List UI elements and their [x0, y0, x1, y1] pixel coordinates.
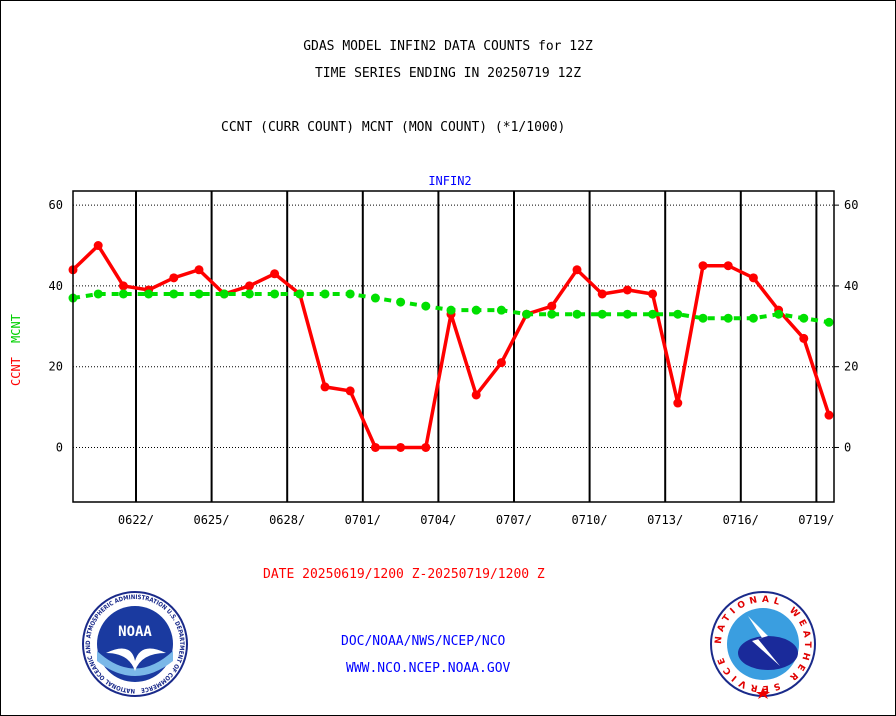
nws-logo: NATIONAL WEATHER SERVICE	[710, 591, 816, 699]
data-point-ccnt	[597, 289, 607, 299]
data-point-ccnt	[396, 442, 406, 452]
data-point-mcnt	[219, 289, 229, 299]
data-point-mcnt	[169, 289, 179, 299]
data-point-mcnt	[622, 309, 632, 319]
data-point-ccnt	[320, 382, 330, 392]
data-point-ccnt	[622, 285, 632, 295]
data-point-mcnt	[698, 313, 708, 323]
data-point-ccnt	[93, 241, 103, 251]
data-point-mcnt	[244, 289, 254, 299]
data-point-mcnt	[774, 309, 784, 319]
time-series-chart: INFIN2 CCNT MCNT 0 0 20 20 40 40 60 60 0622/0625…	[9, 174, 858, 527]
data-point-ccnt	[471, 390, 481, 400]
data-point-mcnt	[295, 289, 305, 299]
chart-title: GDAS MODEL INFIN2 DATA COUNTS for 12Z	[303, 39, 593, 54]
data-point-mcnt	[93, 289, 103, 299]
data-point-ccnt	[270, 269, 280, 279]
data-point-ccnt	[118, 281, 128, 291]
x-tick-label: 0707/	[496, 513, 532, 527]
data-point-mcnt	[396, 297, 406, 307]
data-point-mcnt	[118, 289, 128, 299]
data-point-mcnt	[320, 289, 330, 299]
y-label-ccnt: CCNT	[9, 357, 23, 386]
y-label-mcnt: MCNT	[9, 314, 23, 343]
y-tick-label-right: 40	[844, 279, 858, 293]
legend-description: CCNT (CURR COUNT) MCNT (MON COUNT) (*1/1…	[221, 120, 566, 135]
plot-frame	[72, 190, 835, 503]
y-tick-label-left: 0	[56, 440, 63, 454]
data-point-mcnt	[748, 313, 758, 323]
data-point-ccnt	[572, 265, 582, 275]
y-tick-label-right: 20	[844, 360, 858, 374]
x-tick-label: 0701/	[345, 513, 381, 527]
data-point-mcnt	[799, 313, 809, 323]
x-tick-label: 0713/	[647, 513, 683, 527]
data-point-ccnt	[421, 442, 431, 452]
data-point-ccnt	[799, 333, 809, 343]
data-point-ccnt	[748, 273, 758, 283]
noaa-logo-text: NOAA	[118, 624, 152, 640]
x-tick-label: 0704/	[420, 513, 456, 527]
plot-title: INFIN2	[428, 174, 471, 188]
data-point-mcnt	[723, 313, 733, 323]
data-point-ccnt	[698, 261, 708, 271]
data-point-ccnt	[648, 289, 658, 299]
nco-path-link[interactable]: DOC/NOAA/NWS/NCEP/NCO	[341, 634, 506, 649]
y-tick-label-left: 40	[49, 279, 63, 293]
x-tick-label: 0719/	[798, 513, 834, 527]
date-range: DATE 20250619/1200 Z-20250719/1200 Z	[263, 567, 545, 582]
x-tick-label: 0716/	[723, 513, 759, 527]
data-point-ccnt	[496, 358, 506, 368]
data-point-mcnt	[194, 289, 204, 299]
data-point-mcnt	[547, 309, 557, 319]
chart-subtitle: TIME SERIES ENDING IN 20250719 12Z	[314, 66, 582, 81]
x-tick-label: 0628/	[269, 513, 305, 527]
noaa-logo: NATIONAL OCEANIC AND ATMOSPHERIC ADMINIS…	[82, 591, 188, 697]
data-point-mcnt	[496, 305, 506, 315]
data-point-ccnt	[244, 281, 254, 291]
data-point-mcnt	[471, 305, 481, 315]
data-point-ccnt	[673, 398, 683, 408]
x-tick-label: 0625/	[193, 513, 229, 527]
data-point-mcnt	[370, 293, 380, 303]
data-point-ccnt	[370, 442, 380, 452]
y-tick-label-right: 60	[844, 198, 858, 212]
data-point-mcnt	[421, 301, 431, 311]
series-line-ccnt	[71, 242, 831, 450]
data-point-mcnt	[446, 305, 456, 315]
data-point-mcnt	[270, 289, 280, 299]
data-point-mcnt	[824, 317, 834, 327]
data-point-mcnt	[522, 309, 532, 319]
data-point-ccnt	[194, 265, 204, 275]
y-tick-label-left: 60	[49, 198, 63, 212]
y-tick-label-left: 20	[49, 360, 63, 374]
data-point-ccnt	[345, 386, 355, 396]
data-point-ccnt	[547, 301, 557, 311]
y-tick-label-right: 0	[844, 440, 851, 454]
x-tick-label: 0710/	[571, 513, 607, 527]
x-tick-label: 0622/	[118, 513, 154, 527]
data-point-mcnt	[597, 309, 607, 319]
data-point-mcnt	[648, 309, 658, 319]
data-point-mcnt	[673, 309, 683, 319]
data-point-mcnt	[572, 309, 582, 319]
nco-website-link[interactable]: WWW.NCO.NCEP.NOAA.GOV	[346, 661, 511, 676]
data-point-mcnt	[345, 289, 355, 299]
data-point-ccnt	[824, 410, 834, 420]
data-point-ccnt	[169, 273, 179, 283]
data-point-mcnt	[144, 289, 154, 299]
data-point-ccnt	[723, 261, 733, 271]
